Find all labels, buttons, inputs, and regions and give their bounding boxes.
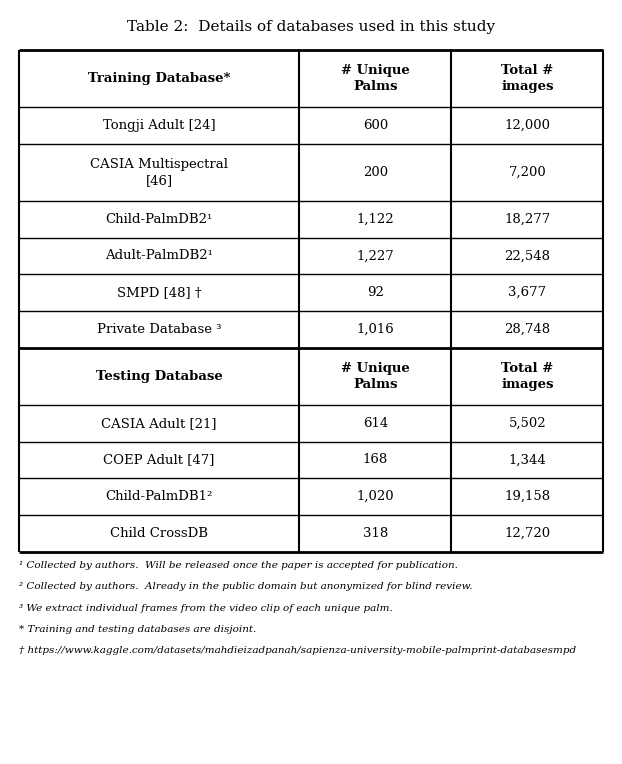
Text: CASIA Adult [21]: CASIA Adult [21]: [101, 416, 216, 430]
Text: 1,016: 1,016: [356, 322, 394, 336]
Text: 168: 168: [363, 453, 388, 467]
Text: 1,020: 1,020: [356, 490, 394, 503]
Text: Tongji Adult [24]: Tongji Adult [24]: [103, 118, 215, 132]
Text: † https://www.kaggle.com/datasets/mahdieizadpanah/sapienza-university-mobile-pal: † https://www.kaggle.com/datasets/mahdie…: [19, 646, 576, 656]
Text: SMPD [48] †: SMPD [48] †: [117, 286, 202, 299]
Text: CASIA Multispectral
[46]: CASIA Multispectral [46]: [90, 158, 228, 186]
Text: Testing Database: Testing Database: [96, 370, 222, 383]
Text: 12,720: 12,720: [504, 526, 550, 540]
Text: Private Database ³: Private Database ³: [97, 322, 221, 336]
Text: # Unique
Palms: # Unique Palms: [341, 362, 410, 390]
Text: 1,122: 1,122: [356, 212, 394, 226]
Text: 1,227: 1,227: [356, 249, 394, 263]
Text: 7,200: 7,200: [508, 166, 546, 179]
Text: 22,548: 22,548: [504, 249, 550, 263]
Text: ³ We extract individual frames from the video clip of each unique palm.: ³ We extract individual frames from the …: [19, 604, 392, 613]
Text: 92: 92: [367, 286, 384, 299]
Text: 600: 600: [363, 118, 388, 132]
Text: Table 2:  Details of databases used in this study: Table 2: Details of databases used in th…: [127, 20, 495, 34]
Text: ² Collected by authors.  Already in the public domain but anonymized for blind r: ² Collected by authors. Already in the p…: [19, 582, 472, 591]
Text: COEP Adult [47]: COEP Adult [47]: [103, 453, 215, 467]
Text: Adult-PalmDB2¹: Adult-PalmDB2¹: [105, 249, 213, 263]
Text: 12,000: 12,000: [504, 118, 550, 132]
Text: 200: 200: [363, 166, 388, 179]
Text: Training Database*: Training Database*: [88, 72, 230, 85]
Text: 19,158: 19,158: [504, 490, 550, 503]
Text: 18,277: 18,277: [504, 212, 550, 226]
Text: * Training and testing databases are disjoint.: * Training and testing databases are dis…: [19, 625, 256, 634]
Text: 614: 614: [363, 416, 388, 430]
Text: Child CrossDB: Child CrossDB: [110, 526, 208, 540]
Text: 1,344: 1,344: [508, 453, 546, 467]
Text: ¹ Collected by authors.  Will be released once the paper is accepted for publica: ¹ Collected by authors. Will be released…: [19, 561, 458, 570]
Text: 318: 318: [363, 526, 388, 540]
Text: 28,748: 28,748: [504, 322, 550, 336]
Text: 3,677: 3,677: [508, 286, 546, 299]
Text: Child-PalmDB1²: Child-PalmDB1²: [105, 490, 213, 503]
Text: Total #
images: Total # images: [501, 64, 554, 92]
Text: # Unique
Palms: # Unique Palms: [341, 64, 410, 92]
Text: 5,502: 5,502: [509, 416, 546, 430]
Text: Child-PalmDB2¹: Child-PalmDB2¹: [105, 212, 213, 226]
Text: Total #
images: Total # images: [501, 362, 554, 390]
